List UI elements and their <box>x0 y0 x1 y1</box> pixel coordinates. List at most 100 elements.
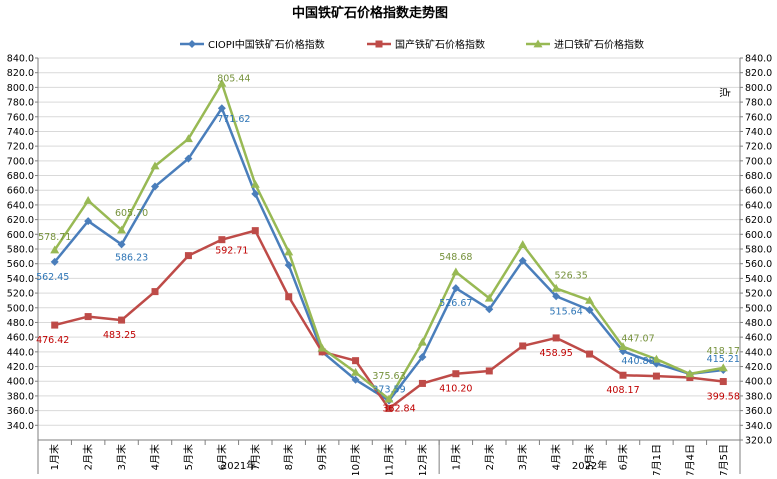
data-point <box>183 134 193 143</box>
data-point <box>317 343 327 352</box>
y-tick-label-right: 580.0 <box>745 245 772 256</box>
y-tick-label-right: 760.0 <box>745 112 772 123</box>
data-point <box>50 245 60 254</box>
data-label: 515.64 <box>550 306 583 317</box>
x-tick-label: 7月5日 <box>718 444 730 475</box>
data-label: 548.68 <box>439 252 472 263</box>
data-point <box>418 352 427 361</box>
x-tick-label: 9月末 <box>316 444 329 470</box>
data-point <box>418 379 426 387</box>
data-label: 375.63 <box>372 371 405 382</box>
data-point <box>585 305 594 314</box>
data-label: 362.84 <box>382 404 415 415</box>
y-tick-label-left: 720.0 <box>7 142 34 153</box>
y-tick-label-left: 780.0 <box>7 98 34 109</box>
data-point <box>519 342 527 350</box>
y-tick-label-left: 560.0 <box>7 259 34 270</box>
data-label: 410.20 <box>439 384 472 395</box>
legend: CIOPI中国铁矿石价格指数 国产铁矿石价格指数 进口铁矿石价格指数 <box>180 38 644 51</box>
data-point <box>385 405 393 413</box>
data-point <box>217 78 227 87</box>
data-point <box>533 39 543 48</box>
x-tick-label: 10月末 <box>349 444 362 475</box>
x-tick-label: 7月末 <box>249 444 262 470</box>
data-point <box>417 337 427 346</box>
y-tick-label-right: 360.0 <box>745 406 772 417</box>
data-label: 476.42 <box>36 335 69 346</box>
data-label: 592.71 <box>215 246 248 257</box>
y-tick-label-right: 380.0 <box>745 391 772 402</box>
y-tick-label-right: 780.0 <box>745 98 772 109</box>
x-tick-label: 12月末 <box>416 444 429 475</box>
data-point <box>585 295 595 304</box>
data-label: 458.95 <box>540 348 573 359</box>
y-tick-label-right: 620.0 <box>745 215 772 226</box>
data-point <box>251 227 259 235</box>
y-tick-label-right: 660.0 <box>745 186 772 197</box>
data-labels: 562.45 586.23 771.62 373.59 526.67 515.64 440.… <box>36 73 740 414</box>
data-point <box>451 284 460 293</box>
data-point <box>318 348 326 356</box>
data-label: 399.58 <box>707 392 740 403</box>
data-point <box>151 288 159 296</box>
legend-label: 国产铁矿石价格指数 <box>395 38 485 51</box>
data-point <box>151 182 159 191</box>
data-point <box>117 225 127 234</box>
y-tick-label-left: 340.0 <box>7 421 34 432</box>
y-tick-label-right: 500.0 <box>745 303 772 314</box>
data-label: 408.17 <box>606 385 639 396</box>
data-point <box>518 240 528 248</box>
axes: 340.0 360.0 380.0 400.0 420.0 440.0 460.0 480.0… <box>7 54 772 477</box>
x-tick-label: 4月末 <box>550 444 563 470</box>
data-point <box>651 354 661 363</box>
series-lines <box>50 78 728 413</box>
legend-item: 进口铁矿石价格指数 <box>526 38 644 51</box>
y-tick-label-left: 800.0 <box>7 83 34 94</box>
data-point <box>484 293 494 302</box>
y-tick-label-left: 660.0 <box>7 186 34 197</box>
data-point <box>184 252 192 260</box>
x-tick-label: 8月末 <box>282 444 295 470</box>
data-point <box>284 247 294 256</box>
data-point <box>551 283 561 292</box>
data-point <box>51 321 59 329</box>
data-point <box>619 371 627 379</box>
group-label: 2022年 <box>572 459 607 472</box>
y-tick-label-left: 440.0 <box>7 347 34 358</box>
data-label: 447.07 <box>621 334 654 345</box>
y-tick-label-right: 600.0 <box>745 230 772 241</box>
y-tick-label-right: 340.0 <box>745 421 772 432</box>
data-label: 805.44 <box>217 73 250 84</box>
chart-title: 中国铁矿石价格指数走势图 <box>292 5 448 21</box>
data-point <box>184 154 193 163</box>
data-label: 418.17 <box>707 346 740 357</box>
data-label: 373.59 <box>372 385 405 396</box>
series <box>50 78 728 403</box>
gridlines <box>38 57 740 441</box>
x-tick-label: 11月末 <box>383 444 396 475</box>
data-label: 440.88 <box>621 356 654 367</box>
data-label: 483.25 <box>103 330 136 341</box>
data-point <box>719 378 727 386</box>
data-point <box>652 372 660 380</box>
y-tick-label-right: 320.0 <box>745 436 772 447</box>
y-tick-label-right: 540.0 <box>745 274 772 285</box>
y-tick-label-left: 620.0 <box>7 215 34 226</box>
right-axis-unit-label: 点 <box>718 87 731 98</box>
y-tick-label-left: 600.0 <box>7 230 34 241</box>
data-point <box>84 313 92 321</box>
data-label: 526.67 <box>439 298 472 309</box>
data-point <box>485 305 494 314</box>
data-point <box>83 196 93 204</box>
y-tick-label-right: 460.0 <box>745 333 772 344</box>
data-point <box>685 369 695 378</box>
y-tick-label-right: 560.0 <box>745 259 772 270</box>
y-tick-label-right: 400.0 <box>745 377 772 388</box>
y-tick-label-right: 800.0 <box>745 83 772 94</box>
x-tick-label: 1月末 <box>449 444 462 470</box>
data-label: 586.23 <box>115 252 148 263</box>
y-tick-label-left: 420.0 <box>7 362 34 373</box>
data-point <box>118 316 126 324</box>
y-tick-label-left: 500.0 <box>7 303 34 314</box>
